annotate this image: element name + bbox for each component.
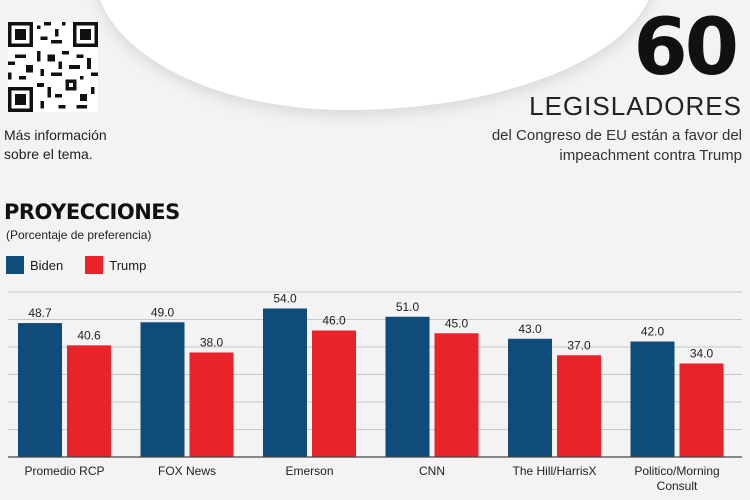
chart-subtitle: (Porcentaje de preferencia) (6, 228, 152, 242)
legend-swatch-trump (85, 256, 104, 274)
data-label-trump-0: 40.6 (77, 328, 101, 342)
data-label-biden-5: 42.0 (641, 325, 665, 339)
data-label-biden-0: 48.7 (28, 306, 52, 320)
qr-code[interactable] (8, 22, 98, 112)
x-tick-label-line: Emerson (285, 464, 333, 478)
legislators-description-line1: del Congreso de EU están a favor del (491, 127, 742, 144)
bar-biden-5 (630, 341, 675, 457)
data-label-trump-3: 45.0 (445, 316, 469, 330)
x-tick-label-4: The Hill/HarrisX (512, 464, 596, 478)
x-tick-label-line: Promedio RCP (24, 464, 104, 478)
bar-trump-3 (434, 333, 479, 457)
legislators-description: del Congreso de EU están a favor del imp… (412, 126, 742, 166)
bar-trump-1 (189, 352, 234, 457)
bar-trump-0 (67, 345, 111, 457)
x-tick-label-line: FOX News (158, 464, 216, 478)
data-label-biden-4: 43.0 (518, 322, 542, 336)
x-tick-label-0: Promedio RCP (24, 464, 104, 478)
x-tick-label-5: Politico/Morning Consult (634, 464, 719, 493)
data-label-biden-2: 54.0 (273, 292, 297, 306)
bar-biden-4 (508, 338, 552, 457)
x-tick-label-1: FOX News (158, 464, 216, 478)
bar-biden-2 (263, 308, 307, 457)
data-label-trump-2: 46.0 (322, 314, 346, 328)
legend-label-trump: Trump (109, 257, 147, 273)
data-label-biden-1: 49.0 (151, 305, 175, 319)
legislators-count: 60 (633, 3, 739, 93)
legend-item-trump: Trump (85, 256, 146, 274)
legislators-description-line2: impeachment contra Trump (559, 147, 742, 164)
legend-label-biden: Biden (30, 257, 64, 273)
qr-caption-line2: sobre el tema. (4, 146, 93, 162)
data-label-biden-3: 51.0 (396, 300, 420, 314)
chart-title: PROYECCIONES (4, 200, 180, 224)
chart-legend: Biden Trump (6, 256, 160, 274)
bar-biden-1 (140, 322, 185, 457)
bar-biden-3 (385, 316, 430, 457)
bar-trump-2 (312, 330, 356, 457)
legend-item-biden: Biden (6, 256, 63, 274)
qr-caption-line1: Más información (4, 127, 107, 143)
data-label-trump-4: 37.0 (567, 338, 591, 352)
legislators-label: LEGISLADORES (529, 91, 742, 121)
x-tick-label-2: Emerson (285, 464, 333, 478)
x-tick-label-line: Politico/Morning (634, 464, 719, 478)
bar-biden-0 (18, 323, 62, 457)
x-tick-label-line: Consult (657, 479, 698, 493)
x-tick-label-line: The Hill/HarrisX (512, 464, 596, 478)
data-label-trump-1: 38.0 (200, 336, 224, 350)
x-tick-label-line: CNN (419, 464, 445, 478)
bar-chart: 48.7 40.6 Promedio RCP 49.0 38.0 FOX News 54.0… (8, 291, 742, 493)
x-tick-label-3: CNN (419, 464, 445, 478)
bar-trump-5 (679, 363, 724, 457)
data-label-trump-5: 34.0 (690, 347, 714, 361)
qr-caption: Más información sobre el tema. (4, 126, 134, 164)
legend-swatch-biden (6, 256, 24, 274)
bar-trump-4 (557, 355, 601, 457)
